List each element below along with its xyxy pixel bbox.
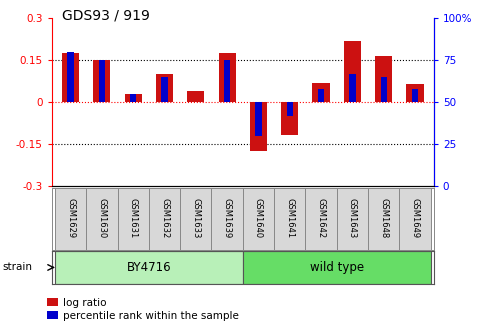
Bar bbox=[68, 52, 73, 102]
Text: BY4716: BY4716 bbox=[127, 261, 171, 274]
Bar bbox=[368, 188, 399, 250]
Text: GSM1629: GSM1629 bbox=[66, 198, 75, 238]
Text: GSM1632: GSM1632 bbox=[160, 198, 169, 238]
Text: strain: strain bbox=[2, 262, 33, 272]
Text: wild type: wild type bbox=[310, 261, 364, 274]
Bar bbox=[381, 77, 387, 102]
Bar bbox=[55, 251, 243, 284]
Bar bbox=[281, 102, 298, 135]
Text: GSM1631: GSM1631 bbox=[129, 198, 138, 238]
Bar bbox=[255, 102, 262, 136]
Bar bbox=[161, 77, 168, 102]
Bar bbox=[243, 188, 274, 250]
Bar bbox=[318, 89, 324, 102]
Bar bbox=[224, 60, 230, 102]
Bar bbox=[62, 53, 79, 102]
Bar bbox=[375, 56, 392, 102]
Bar bbox=[130, 94, 137, 102]
Text: GDS93 / 919: GDS93 / 919 bbox=[62, 8, 149, 23]
Bar bbox=[55, 188, 86, 250]
Bar bbox=[149, 188, 180, 250]
Bar bbox=[399, 188, 431, 250]
Bar bbox=[412, 89, 418, 102]
Bar bbox=[406, 84, 423, 102]
Bar bbox=[156, 75, 173, 102]
Text: GSM1630: GSM1630 bbox=[98, 198, 106, 238]
Bar bbox=[86, 188, 117, 250]
Bar bbox=[211, 188, 243, 250]
Text: GSM1633: GSM1633 bbox=[191, 198, 200, 238]
Bar bbox=[218, 53, 236, 102]
Bar bbox=[313, 83, 330, 102]
Legend: log ratio, percentile rank within the sample: log ratio, percentile rank within the sa… bbox=[47, 298, 239, 321]
Text: GSM1641: GSM1641 bbox=[285, 198, 294, 238]
Bar bbox=[337, 188, 368, 250]
Text: GSM1648: GSM1648 bbox=[379, 198, 388, 238]
Text: GSM1643: GSM1643 bbox=[348, 198, 357, 238]
Bar bbox=[93, 60, 110, 102]
Bar bbox=[344, 41, 361, 102]
Bar bbox=[349, 74, 355, 102]
Text: GSM1649: GSM1649 bbox=[411, 198, 420, 238]
Text: GSM1640: GSM1640 bbox=[254, 198, 263, 238]
Bar bbox=[274, 188, 306, 250]
Bar bbox=[243, 251, 431, 284]
Text: GSM1642: GSM1642 bbox=[317, 198, 325, 238]
Bar bbox=[286, 102, 293, 116]
Bar bbox=[187, 91, 205, 102]
Bar bbox=[117, 188, 149, 250]
Bar bbox=[99, 60, 105, 102]
Bar bbox=[306, 188, 337, 250]
Bar bbox=[250, 102, 267, 152]
Bar bbox=[125, 94, 142, 102]
Text: GSM1639: GSM1639 bbox=[223, 198, 232, 238]
Bar bbox=[180, 188, 211, 250]
